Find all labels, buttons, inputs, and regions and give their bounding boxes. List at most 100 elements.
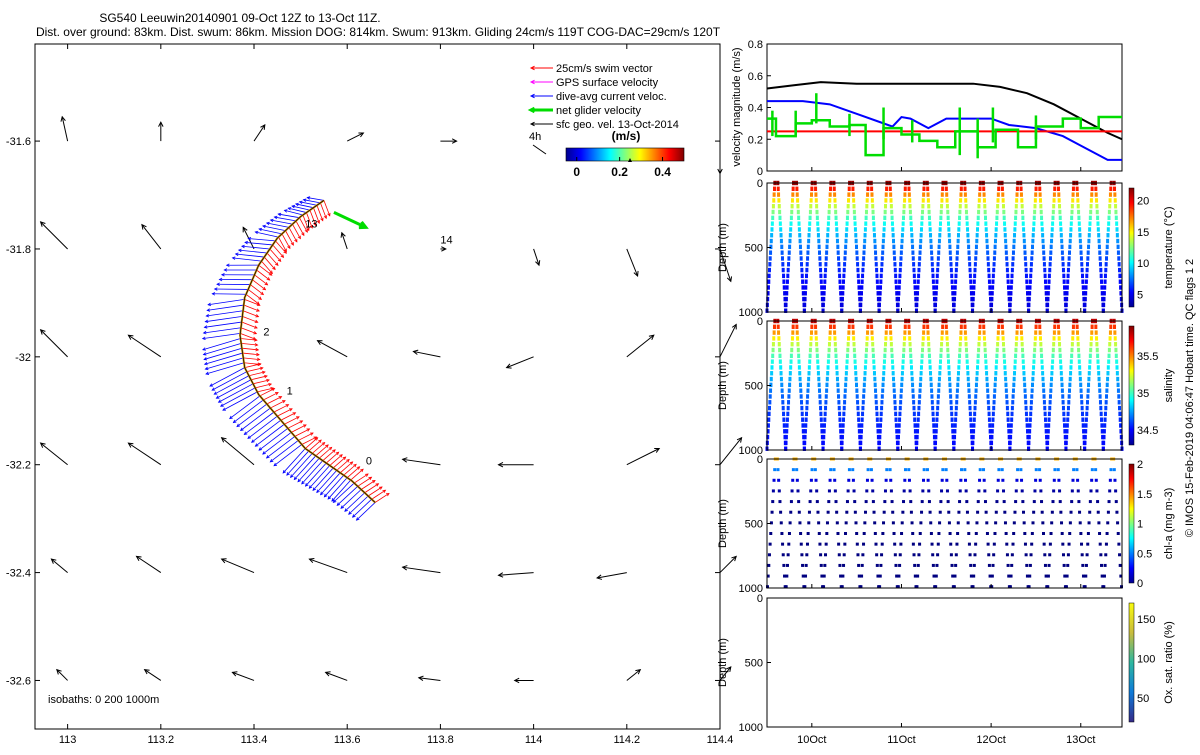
salinity-point [827, 359, 830, 363]
geo-arrow [128, 443, 160, 465]
temperature-point [773, 192, 776, 196]
geo-arrow [326, 672, 348, 681]
chla-point [871, 479, 874, 482]
temperature-point [770, 239, 773, 243]
map-x-tick-label: 113 [59, 734, 77, 746]
temperature-point [937, 262, 940, 266]
salinity-point [941, 330, 944, 334]
chla-point [992, 553, 995, 556]
salinity-point [972, 435, 975, 439]
chla-point [900, 532, 903, 535]
chla-point [861, 564, 864, 567]
salinity-point [898, 417, 901, 421]
temperature-point [947, 227, 950, 231]
swim-vector [248, 289, 261, 299]
temperature-point [920, 221, 923, 225]
temperature-point [1058, 204, 1061, 208]
salinity-point [882, 371, 885, 375]
temperature-point [985, 233, 988, 237]
salinity-point [1082, 423, 1085, 427]
chla-point [1114, 489, 1117, 492]
salinity-point [846, 359, 849, 363]
salinity-point [1024, 400, 1027, 404]
chla-point [773, 479, 776, 482]
temperature-point [884, 204, 887, 208]
temperature-point [941, 187, 944, 191]
temperature-point [800, 262, 803, 266]
salinity-point [1068, 394, 1071, 398]
temperature-point [861, 274, 864, 278]
temperature-point [948, 245, 951, 249]
salinity-point [847, 330, 850, 334]
chla-point [1095, 479, 1098, 482]
chla-point [919, 532, 922, 535]
salinity-point [1098, 377, 1101, 381]
temperature-point [769, 256, 772, 260]
dac-vector [206, 311, 243, 317]
salinity-point [895, 417, 898, 421]
temperature-point [799, 239, 802, 243]
net-velocity-arrow [334, 212, 366, 227]
temperature-point [921, 204, 924, 208]
salinity-point [992, 412, 995, 416]
chla-point [1015, 489, 1018, 492]
chla-point [880, 553, 883, 556]
temperature-point [1012, 256, 1015, 260]
salinity-point [800, 394, 803, 398]
dac-vector [222, 273, 255, 276]
salinity-point [1087, 388, 1090, 392]
chla-point [1084, 575, 1087, 578]
temperature-point [990, 303, 993, 307]
salinity-point [801, 417, 804, 421]
chla-point [1048, 564, 1051, 567]
swim-vector-shaft [340, 462, 352, 473]
chla-point [937, 543, 940, 546]
temperature-point [878, 303, 881, 307]
temperature-point [1118, 274, 1121, 278]
chla-point [991, 575, 994, 578]
salinity-point [872, 354, 875, 358]
temperature-point [1021, 204, 1024, 208]
geo-arrow [718, 141, 723, 173]
salinity-point [798, 359, 801, 363]
temperature-point [950, 268, 953, 272]
salinity-point [1026, 423, 1029, 427]
salinity-point [902, 359, 905, 363]
salinity-point [796, 330, 799, 334]
chla-point [843, 543, 846, 546]
geo-arrow [507, 357, 534, 368]
dac-vector [203, 338, 241, 350]
temperature-point [892, 239, 895, 243]
chla-point [870, 468, 873, 471]
chla-point [835, 511, 838, 514]
dac-vector [215, 288, 249, 291]
salinity-point [824, 406, 827, 410]
temperature-point [768, 274, 771, 278]
temperature-point [805, 268, 808, 272]
swim-vector-shaft [270, 249, 281, 261]
salinity-point [1039, 336, 1042, 340]
temperature-point [827, 216, 830, 220]
temperature-point [1011, 274, 1014, 278]
chla-point [1001, 479, 1004, 482]
swim-vector [251, 375, 267, 380]
temperature-point [958, 221, 961, 225]
temperature-point [932, 274, 935, 278]
temperature-point [1059, 227, 1062, 231]
temperature-point [897, 303, 900, 307]
salinity-point [1089, 348, 1092, 352]
temperature-point [983, 192, 986, 196]
temperature-point [984, 210, 987, 214]
salinity-point [1007, 423, 1010, 427]
chla-point [977, 500, 980, 503]
temperature-point [1115, 216, 1118, 220]
salinity-point [807, 383, 810, 387]
temperature-point [903, 204, 906, 208]
salinity-point [898, 412, 901, 416]
salinity-point [786, 417, 789, 421]
temperature-point [936, 274, 939, 278]
salinity-point [781, 388, 784, 392]
chla-point [931, 543, 934, 546]
salinity-point [1069, 371, 1072, 375]
